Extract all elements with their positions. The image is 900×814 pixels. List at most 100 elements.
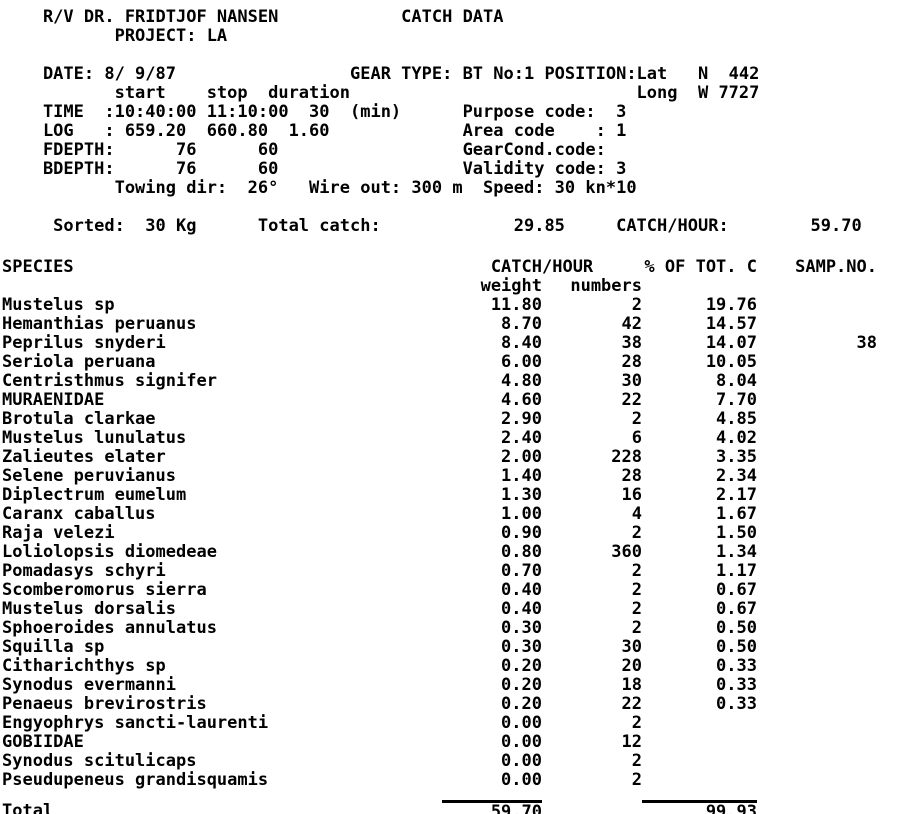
samp-no-value xyxy=(757,714,877,733)
document-header: R/V DR. FRIDTJOF NANSEN CATCH DATA PROJE… xyxy=(2,8,900,236)
numbers-value: 2 xyxy=(631,619,642,638)
table-row: Pomadasys schyri 0.70 2 1.17 xyxy=(2,562,877,581)
weight-value: 11.80 xyxy=(490,296,542,315)
table-row: Selene peruvianus 1.40 28 2.34 xyxy=(2,467,877,486)
samp-no-value xyxy=(757,581,877,600)
line-blank-1 xyxy=(2,46,900,65)
numbers-value: 16 xyxy=(621,486,642,505)
weight-value: 0.70 xyxy=(501,562,542,581)
table-row: Centristhmus signifer 4.80 30 8.04 xyxy=(2,372,877,391)
col-header-samp-no: SAMP.NO. xyxy=(795,258,877,277)
weight-value: 0.00 xyxy=(501,771,542,790)
samp-no-value xyxy=(757,524,877,543)
weight-value: 0.20 xyxy=(501,695,542,714)
table-row: Brotula clarkae 2.90 2 4.85 xyxy=(2,410,877,429)
col-header-empty xyxy=(642,277,757,296)
species-name: Engyophrys sancti-laurenti xyxy=(2,714,269,733)
pct-value: 3.35 xyxy=(716,448,757,467)
numbers-value: 2 xyxy=(631,410,642,429)
samp-no-value xyxy=(757,600,877,619)
weight-value: 0.30 xyxy=(501,619,542,638)
species-name: Hemanthias peruanus xyxy=(2,315,197,334)
pct-value: 10.05 xyxy=(705,353,757,372)
col-header-empty xyxy=(757,277,877,296)
samp-no-value xyxy=(757,543,877,562)
weight-value: 1.00 xyxy=(501,505,542,524)
col-header-empty xyxy=(2,277,442,296)
pct-value: 0.67 xyxy=(716,581,757,600)
numbers-value: 42 xyxy=(621,315,642,334)
weight-value: 0.00 xyxy=(501,714,542,733)
table-row: Synodus scitulicaps 0.00 2 xyxy=(2,752,877,771)
pct-value: 2.17 xyxy=(716,486,757,505)
numbers-value: 2 xyxy=(631,714,642,733)
species-table-header: SPECIES CATCH/HOUR % OF TOT. C SAMP.NO. … xyxy=(2,258,877,296)
total-numbers-empty xyxy=(542,802,642,814)
pct-value: 0.50 xyxy=(716,619,757,638)
table-row: MURAENIDAE 4.60 22 7.70 xyxy=(2,391,877,410)
samp-no-value xyxy=(757,353,877,372)
col-header-pct-of-tot: % OF TOT. C xyxy=(644,258,757,277)
samp-no-value xyxy=(757,562,877,581)
species-name: Sphoeroides annulatus xyxy=(2,619,217,638)
table-row: Penaeus brevirostris 0.20 22 0.33 xyxy=(2,695,877,714)
weight-value: 0.80 xyxy=(501,543,542,562)
weight-value: 0.20 xyxy=(501,676,542,695)
pct-value xyxy=(642,714,757,733)
weight-value: 6.00 xyxy=(501,353,542,372)
pct-value: 4.85 xyxy=(716,410,757,429)
numbers-value: 30 xyxy=(621,638,642,657)
line-start-stop-duration: start stop duration Long W 7727 xyxy=(2,83,760,103)
line-bdepth-validity: BDEPTH: 76 60 Validity code: 3 xyxy=(2,159,627,179)
species-name: Synodus scitulicaps xyxy=(2,752,197,771)
pct-value: 19.76 xyxy=(705,296,757,315)
numbers-value: 2 xyxy=(631,752,642,771)
table-row: Hemanthias peruanus 8.70 42 14.57 xyxy=(2,315,877,334)
table-row: Loliolopsis diomedeae 0.80 360 1.34 xyxy=(2,543,877,562)
numbers-value: 2 xyxy=(631,600,642,619)
species-name: Zalieutes elater xyxy=(2,448,166,467)
numbers-value: 28 xyxy=(621,467,642,486)
numbers-value: 12 xyxy=(621,733,642,752)
numbers-value: 4 xyxy=(631,505,642,524)
numbers-value: 2 xyxy=(631,562,642,581)
line-vessel-and-title: R/V DR. FRIDTJOF NANSEN CATCH DATA xyxy=(2,7,504,27)
pct-value: 1.67 xyxy=(716,505,757,524)
numbers-value: 228 xyxy=(611,448,642,467)
species-name: Pomadasys schyri xyxy=(2,562,166,581)
weight-value: 0.40 xyxy=(501,581,542,600)
weight-value: 1.40 xyxy=(501,467,542,486)
pct-value: 2.34 xyxy=(716,467,757,486)
numbers-value: 22 xyxy=(621,391,642,410)
table-row: Diplectrum eumelum 1.30 16 2.17 xyxy=(2,486,877,505)
species-name: Caranx caballus xyxy=(2,505,156,524)
weight-value: 0.00 xyxy=(501,752,542,771)
pct-value: 7.70 xyxy=(716,391,757,410)
table-row: Zalieutes elater 2.00 228 3.35 xyxy=(2,448,877,467)
pct-value: 14.57 xyxy=(705,315,757,334)
samp-no-value xyxy=(757,467,877,486)
weight-value: 0.90 xyxy=(501,524,542,543)
table-row: Scomberomorus sierra 0.40 2 0.67 xyxy=(2,581,877,600)
species-name: Selene peruvianus xyxy=(2,467,176,486)
table-row: Squilla sp 0.30 30 0.50 xyxy=(2,638,877,657)
pct-value: 0.67 xyxy=(716,600,757,619)
species-name: Mustelus lunulatus xyxy=(2,429,187,448)
numbers-value: 2 xyxy=(631,296,642,315)
samp-no-value xyxy=(757,429,877,448)
pct-value: 4.02 xyxy=(716,429,757,448)
weight-value: 2.90 xyxy=(501,410,542,429)
species-name: Loliolopsis diomedeae xyxy=(2,543,217,562)
pct-value xyxy=(642,733,757,752)
total-row: Total 59.70 99.93 xyxy=(2,800,877,814)
weight-value: 4.80 xyxy=(501,372,542,391)
weight-value: 1.30 xyxy=(501,486,542,505)
samp-no-value: 38 xyxy=(856,334,877,353)
numbers-value: 2 xyxy=(631,771,642,790)
pct-value: 8.04 xyxy=(716,372,757,391)
pct-value xyxy=(642,771,757,790)
col-header-species: SPECIES xyxy=(2,258,74,277)
samp-no-value xyxy=(757,391,877,410)
samp-no-value xyxy=(757,695,877,714)
pct-value: 0.33 xyxy=(716,657,757,676)
